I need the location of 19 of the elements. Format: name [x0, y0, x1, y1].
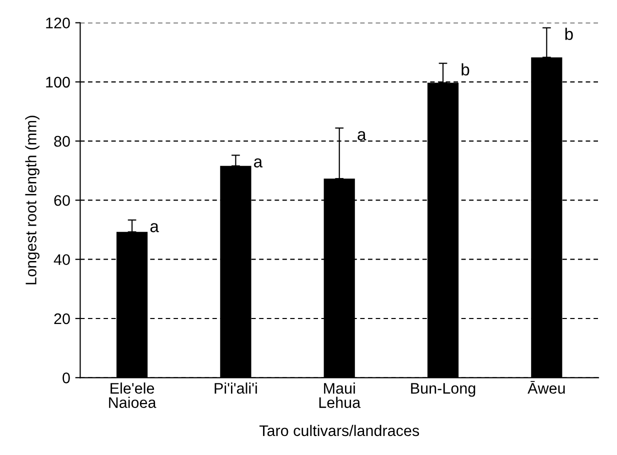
y-axis-title: Longest root length (mm)	[25, 116, 40, 284]
annotation: a	[358, 131, 366, 140]
y-tick-label: 60	[54, 195, 70, 206]
annotation: b	[462, 63, 470, 76]
y-tick-label: 40	[54, 254, 70, 266]
y-tick-label: 20	[54, 313, 70, 324]
x-tick-label: Āweu	[528, 380, 565, 394]
annotation: b	[565, 28, 573, 40]
x-tick-label: Ele'ele Naioea	[109, 382, 156, 408]
y-tick-label: 80	[54, 136, 70, 147]
annotation: a	[150, 223, 159, 232]
x-tick-label: Bun-Long	[411, 383, 476, 397]
x-axis-title: Taro cultivars/landraces	[259, 424, 420, 436]
y-tick-label: 0	[62, 372, 70, 384]
x-tick-label: Pi'i'ali'i	[214, 382, 257, 394]
y-tick-label: 100	[46, 76, 70, 88]
y-tick-label: 120	[46, 18, 70, 28]
x-tick-label: Maui Lehua	[319, 382, 361, 408]
annotation: a	[254, 158, 263, 168]
